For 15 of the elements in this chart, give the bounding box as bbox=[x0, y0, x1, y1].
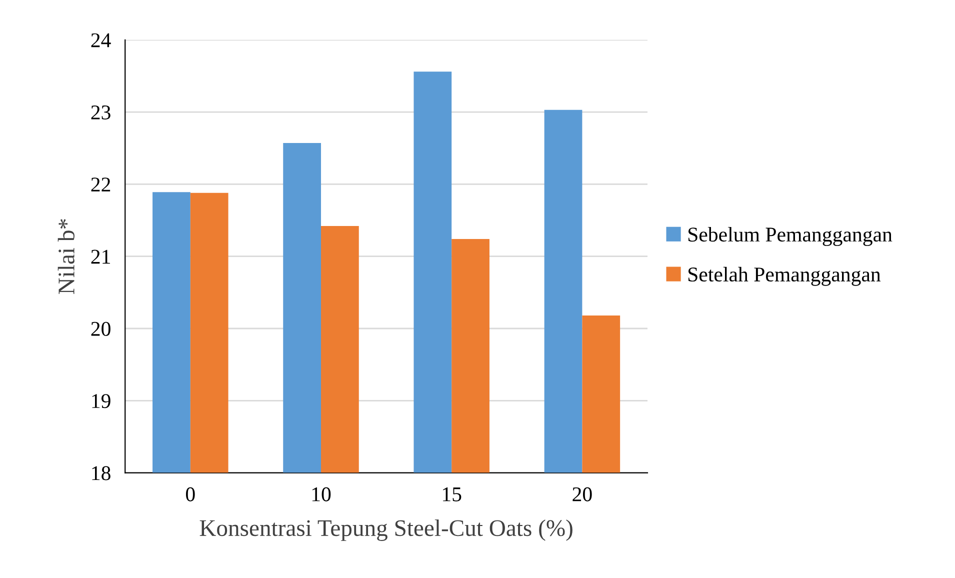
y-tick-label: 22 bbox=[91, 178, 110, 192]
y-axis-title: Nilai b* bbox=[58, 219, 74, 294]
x-tick-label: 15 bbox=[443, 487, 462, 502]
y-tick-label: 24 bbox=[91, 33, 111, 48]
legend-label: Setelah Pemanggangan bbox=[688, 266, 881, 286]
legend-label: Sebelum Pemanggangan bbox=[688, 226, 892, 246]
x-axis-title: Konsentrasi Tepung Steel-Cut Oats (%) bbox=[200, 519, 572, 541]
y-tick-label: 21 bbox=[91, 250, 110, 264]
y-tick-label: 20 bbox=[91, 322, 110, 336]
y-tick-label: 18 bbox=[92, 466, 110, 480]
x-tick-label: 0 bbox=[186, 487, 195, 502]
x-tick-label: 10 bbox=[312, 487, 331, 502]
y-tick-label: 19 bbox=[92, 394, 110, 408]
y-tick-label: 23 bbox=[91, 105, 110, 120]
x-tick-label: 20 bbox=[572, 487, 592, 502]
